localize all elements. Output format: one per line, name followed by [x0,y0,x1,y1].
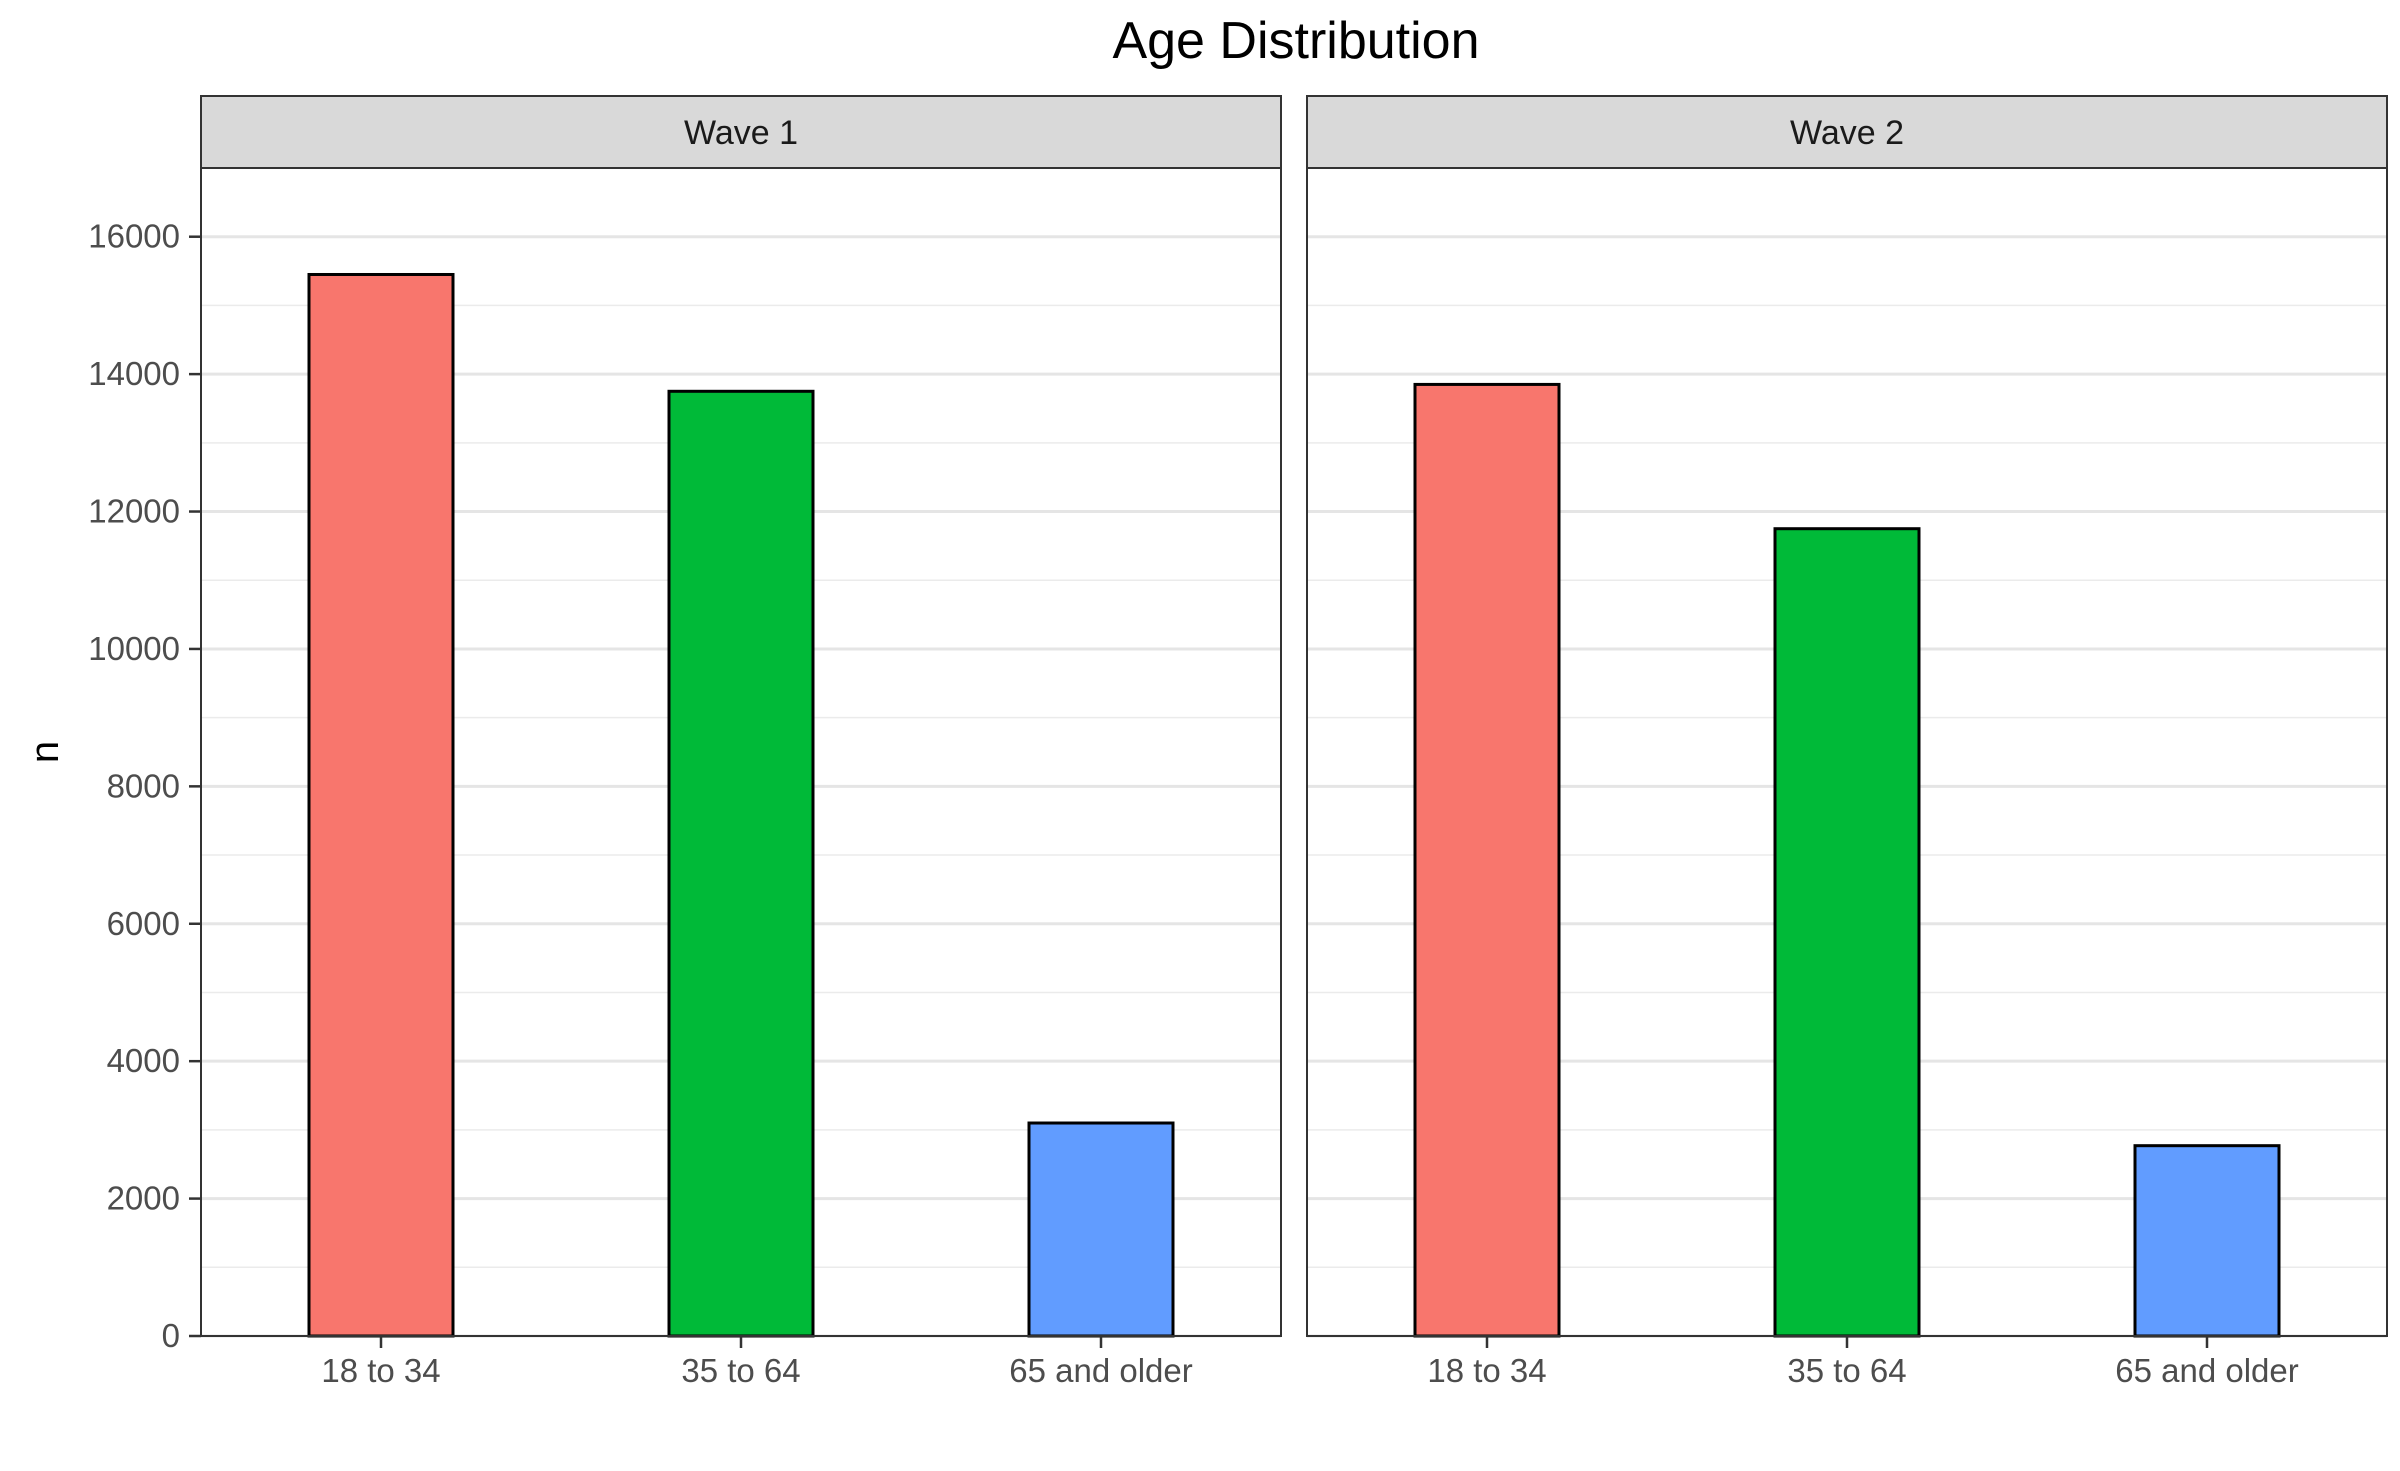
y-tick-label: 4000 [107,1042,180,1079]
bar-2-1 [1413,382,1561,1338]
facet-strip [1306,95,2388,169]
facet-panel-2: 18 to 34 35 to 64 65 and older Wave 2 [1306,95,2388,1389]
facet-strip-label: Wave 1 [684,114,798,152]
facet-strip [200,95,1282,169]
x-tick-label: 65 and older [1009,1352,1192,1389]
y-tick-label: 16000 [88,218,180,255]
bar-2-3 [2133,1144,2281,1338]
bar-2-2 [1773,527,1921,1338]
x-tick-label: 35 to 64 [1787,1352,1906,1389]
bar-1-3 [1027,1121,1175,1338]
bar-1-2 [667,389,815,1338]
y-tick-label: 0 [162,1317,180,1354]
y-tick-label: 12000 [88,493,180,530]
y-tick-label: 2000 [107,1180,180,1217]
x-tick-label: 18 to 34 [1427,1352,1546,1389]
facet-panel-1: 18 to 34 35 to 64 65 and older Wave 1 [200,95,1282,1389]
y-axis-title: n [23,741,67,763]
y-tick-label: 6000 [107,905,180,942]
bar-1-1 [307,272,455,1338]
chart-title: Age Distribution [1112,12,1479,70]
x-tick-label: 65 and older [2115,1352,2298,1389]
plot-layer: 0 2000 4000 6000 8000 10000 12000 14000 16000 18 … [88,95,2388,1389]
y-tick-label: 8000 [107,767,180,804]
x-tick-label: 18 to 34 [321,1352,440,1389]
y-tick-label: 10000 [88,630,180,667]
facet-strip-label: Wave 2 [1790,114,1904,152]
y-tick-label: 14000 [88,355,180,392]
x-tick-label: 35 to 64 [681,1352,800,1389]
